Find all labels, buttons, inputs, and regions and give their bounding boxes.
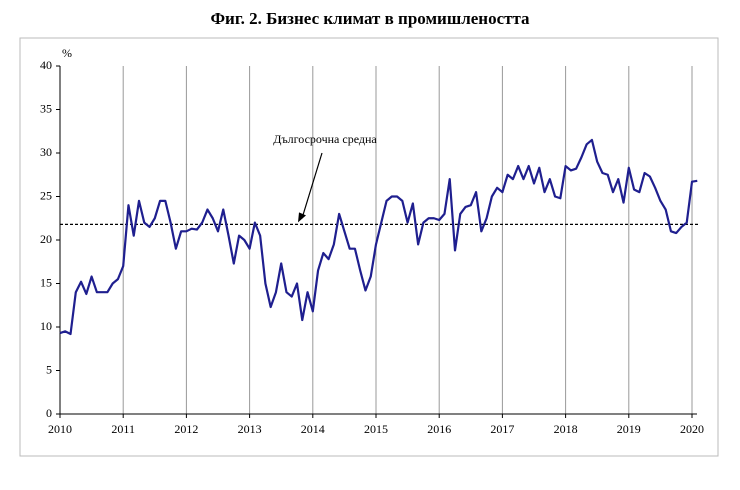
chart-frame	[19, 37, 719, 457]
annotation-arrowhead	[298, 212, 306, 223]
y-tick-label: 20	[40, 232, 52, 246]
y-tick-label: 10	[40, 319, 52, 333]
y-tick-label: 40	[40, 58, 52, 72]
reference-label: Дългосрочна средна	[273, 132, 377, 146]
x-tick-label: 2011	[111, 422, 135, 436]
x-tick-label: 2018	[554, 422, 578, 436]
x-tick-label: 2019	[617, 422, 641, 436]
x-tick-label: 2017	[490, 422, 514, 436]
x-tick-label: 2014	[301, 422, 325, 436]
x-tick-label: 2012	[174, 422, 198, 436]
y-tick-label: 15	[40, 275, 52, 289]
y-tick-label: 30	[40, 145, 52, 159]
data-line	[59, 138, 698, 336]
x-tick-label: 2013	[238, 422, 262, 436]
x-tick-label: 2020	[680, 422, 704, 436]
chart-title: Фиг. 2. Бизнес климат в промишлеността	[210, 9, 530, 28]
y-tick-label: 0	[46, 406, 52, 420]
y-tick-label: 35	[40, 101, 52, 115]
x-tick-label: 2015	[364, 422, 388, 436]
y-axis-label: %	[62, 46, 72, 60]
y-tick-label: 5	[46, 362, 52, 376]
y-tick-label: 25	[40, 188, 52, 202]
x-tick-label: 2016	[427, 422, 451, 436]
x-tick-label: 2010	[48, 422, 72, 436]
annotation-arrow	[301, 152, 323, 219]
